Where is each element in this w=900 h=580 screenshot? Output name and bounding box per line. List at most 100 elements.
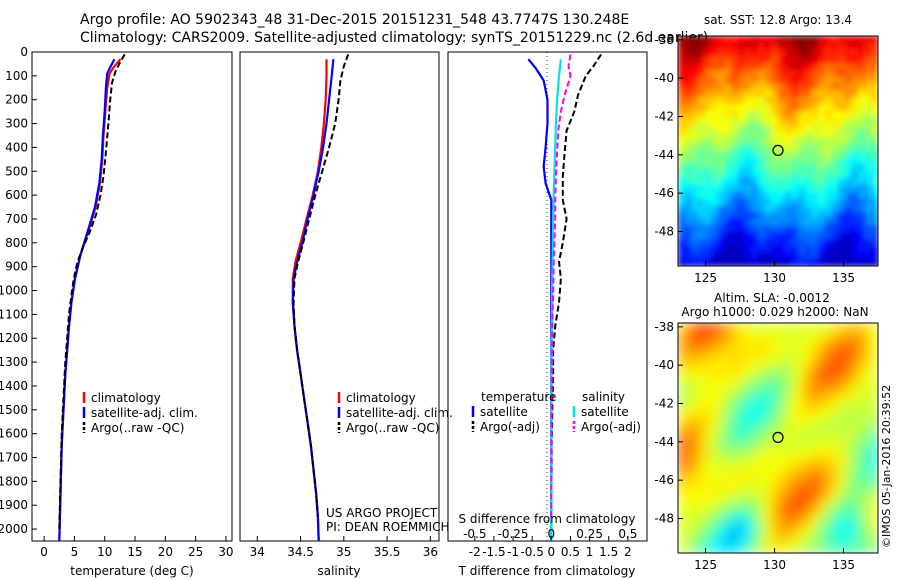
sst-map-cell (824, 218, 833, 227)
sla-map-cell (731, 424, 739, 432)
sst-map-cell (778, 90, 786, 98)
sla-map-cell (678, 410, 686, 419)
sst-map-cell (704, 232, 713, 240)
sla-map-cell (811, 431, 819, 439)
sla-map-cell (871, 356, 878, 365)
sla-map-cell (811, 383, 819, 392)
sst-map-cell (824, 245, 833, 254)
sla-map-cell (778, 492, 786, 500)
sst-map-cell (811, 225, 819, 233)
sst-map-cell (818, 144, 826, 152)
sla-map-cell (764, 444, 773, 453)
sst-map-cell (804, 90, 813, 98)
sst-map-cell (771, 245, 779, 254)
sst-map-cell (818, 205, 826, 213)
sla-map-cell (691, 323, 699, 331)
sla-map-cell (738, 350, 746, 358)
sla-map-cell (831, 417, 839, 426)
salinity-legend-title: salinity (582, 390, 625, 404)
sst-map-cell (678, 90, 686, 98)
sst-map-cell (831, 96, 839, 105)
sla-map-cell (858, 417, 866, 426)
sla-map-cell (718, 478, 726, 487)
sst-map-cell (798, 184, 806, 193)
sla-map-cell (791, 539, 799, 547)
sst-map-cell (831, 252, 839, 260)
sla-map-cell (691, 478, 699, 487)
sla-map-cell (824, 539, 833, 547)
sla-map-cell (771, 323, 779, 331)
sla-map-cell (838, 329, 846, 338)
sst-map-cell (764, 130, 773, 139)
sst-map-cell (711, 211, 719, 220)
depth-tick-label-14: 1400 (0, 379, 28, 393)
salinity-series-line-0 (291, 59, 328, 542)
sla-map-cell (831, 451, 839, 459)
sla-map-cell (698, 350, 706, 358)
sla-map-cell (871, 492, 878, 500)
sst-map-cell (778, 245, 786, 254)
sst-map-cell (758, 63, 766, 71)
sla-map-cell (798, 383, 806, 392)
sla-map-cell (864, 532, 873, 541)
sst-map-cell (698, 144, 706, 152)
depth-tick-label-9: 900 (5, 260, 28, 274)
sla-map-cell (858, 458, 866, 466)
sst-map-cell (718, 137, 726, 145)
sst-map-xticks: 125 130 135 (694, 261, 855, 285)
sst-map-cell (724, 164, 733, 172)
sla-map-cell (764, 498, 773, 507)
sst-map-cell (784, 259, 793, 266)
sst-map-cell (818, 259, 826, 266)
sla-map-cell (724, 485, 733, 493)
sst-map-cell (731, 245, 739, 254)
salinity-xtick-label-3: 35.5 (374, 545, 401, 559)
sla-map-cell (678, 485, 686, 493)
sla-map-cell (831, 410, 839, 419)
sst-map-cell (871, 123, 878, 132)
sla-map-cell (744, 485, 753, 493)
sla-map-cell (844, 539, 853, 547)
sla-map-cell (691, 431, 699, 439)
temperature-legend-label-0: climatology (91, 391, 161, 405)
sla-map-cell (778, 343, 786, 351)
sst-map-cell (744, 259, 753, 266)
sst-map-cell (738, 151, 746, 159)
salinity-xtick-label-0: 34 (250, 545, 265, 559)
sla-map-cell (718, 485, 726, 493)
sla-map-cell (778, 336, 786, 344)
sla-map-cell (824, 370, 833, 378)
sla-map-cell (864, 356, 873, 365)
sst-map-cell (844, 42, 853, 51)
sla-map-cell (798, 539, 806, 547)
salinity-diff-tick-label-1: -0.25 (498, 527, 529, 541)
sla-map-cell (744, 390, 753, 399)
sla-map-cell (691, 512, 699, 520)
sla-map-cell (804, 329, 813, 338)
sla-map-cell (824, 404, 833, 412)
sst-map-cell (831, 130, 839, 139)
sst-map-ytick-label-4: -46 (654, 186, 674, 200)
sst-map-cell (758, 245, 766, 254)
sst-map-cell (691, 238, 699, 247)
sla-map-cell (738, 356, 746, 365)
sst-map-cell (698, 184, 706, 193)
sla-map-cell (811, 519, 819, 527)
sst-map-cell (704, 171, 713, 179)
sla-map-cell (818, 505, 826, 514)
sst-map-cell (751, 117, 759, 125)
sla-map-cell (711, 532, 719, 541)
sst-map-cell (858, 245, 866, 254)
sla-map-cell (864, 424, 873, 432)
sst-map-cell (718, 157, 726, 166)
sst-map-cell (684, 171, 693, 179)
sst-map-cell (711, 144, 719, 152)
sst-map-cell (851, 83, 859, 91)
sla-map-cell (718, 390, 726, 399)
sla-map-cell (731, 465, 739, 473)
sst-map-cell (871, 184, 878, 193)
sst-map-cell (711, 110, 719, 118)
sst-map-cell (871, 144, 878, 152)
sla-map-cell (724, 539, 733, 547)
